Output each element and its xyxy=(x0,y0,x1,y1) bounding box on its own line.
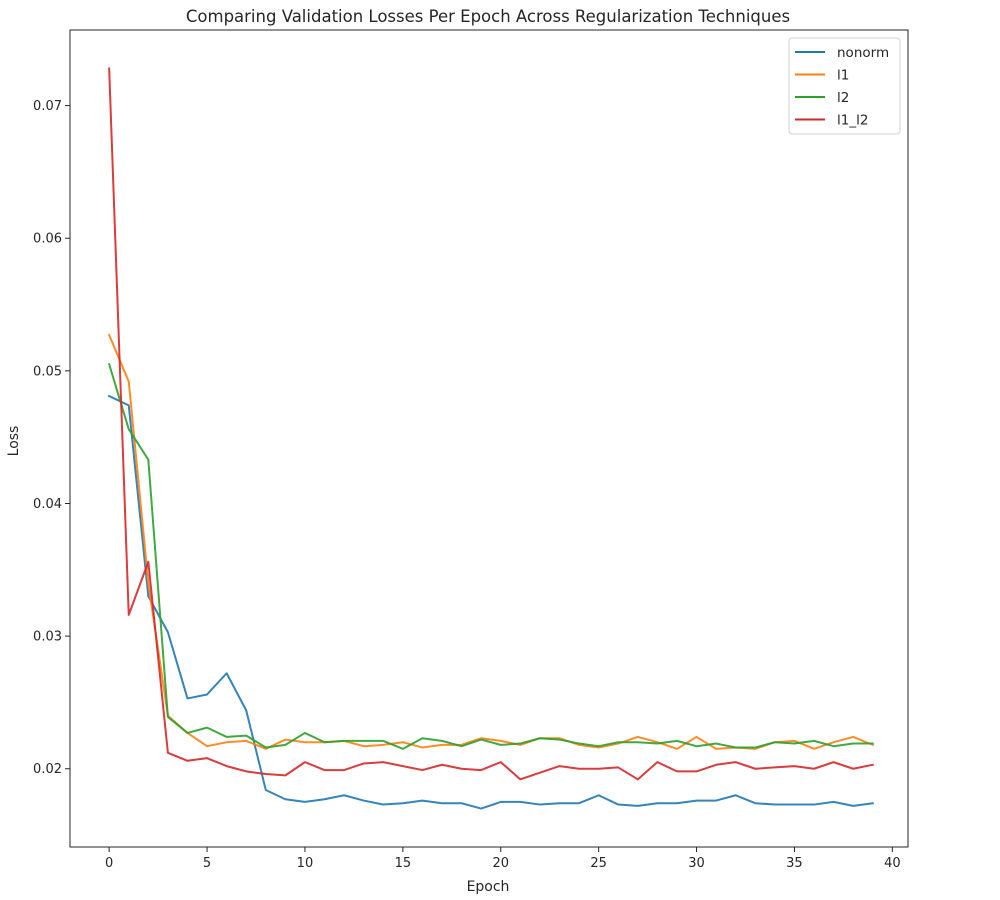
legend-label: l1 xyxy=(837,68,849,84)
legend-label: l2 xyxy=(837,90,849,106)
x-tick-label: 30 xyxy=(688,856,705,871)
x-tick-label: 10 xyxy=(297,856,314,871)
plot-background xyxy=(70,30,908,847)
chart-title: Comparing Validation Losses Per Epoch Ac… xyxy=(186,7,790,26)
legend-box xyxy=(788,37,901,135)
y-tick-label: 0.04 xyxy=(33,497,62,512)
series-line-l1-l2 xyxy=(108,67,874,781)
x-tick-label: 5 xyxy=(203,856,211,871)
y-tick-label: 0.05 xyxy=(33,364,62,379)
plot-area xyxy=(69,29,909,848)
y-tick-label: 0.07 xyxy=(33,99,62,114)
x-tick-label: 25 xyxy=(590,856,607,871)
legend: nonorm l1 l2 l1_l2 xyxy=(788,37,901,135)
y-tick-label: 0.06 xyxy=(33,232,62,247)
series-line-nonorm xyxy=(107,394,874,810)
x-axis-title: Epoch xyxy=(467,879,510,895)
series-layer xyxy=(107,67,875,810)
y-axis-title: Loss xyxy=(6,426,22,457)
x-axis: 0 5 10 15 20 25 30 35 40 xyxy=(105,847,901,871)
legend-label: l1_l2 xyxy=(837,113,868,129)
series-line-l2 xyxy=(107,362,874,750)
x-tick-label: 20 xyxy=(492,856,509,871)
y-axis: 0.02 0.03 0.04 0.05 0.06 0.07 xyxy=(33,99,70,777)
x-tick-label: 35 xyxy=(786,856,803,871)
x-tick-label: 0 xyxy=(105,856,113,871)
legend-label: nonorm xyxy=(837,45,889,61)
y-tick-label: 0.02 xyxy=(33,762,62,777)
plot-frame xyxy=(69,29,909,848)
x-tick-label: 40 xyxy=(884,856,901,871)
x-tick-label: 15 xyxy=(395,856,412,871)
y-tick-label: 0.03 xyxy=(33,630,62,645)
